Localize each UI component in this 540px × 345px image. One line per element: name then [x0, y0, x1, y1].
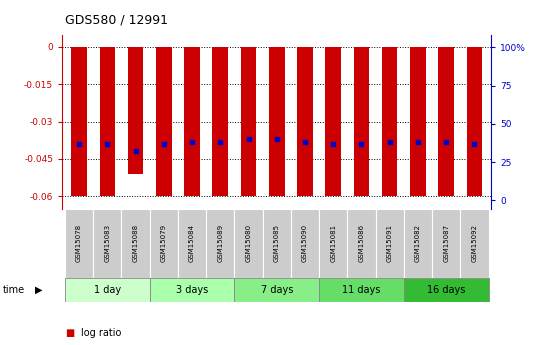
Text: ■: ■	[65, 328, 74, 338]
Text: 7 days: 7 days	[261, 285, 293, 295]
Text: GSM15078: GSM15078	[76, 224, 82, 262]
Text: 1 day: 1 day	[94, 285, 121, 295]
Bar	[382, 47, 397, 196]
Bar	[241, 47, 256, 196]
Bar	[156, 47, 172, 196]
Bar	[319, 209, 347, 278]
Text: GSM15092: GSM15092	[471, 224, 477, 262]
Bar	[432, 209, 460, 278]
Bar	[347, 209, 376, 278]
Text: GDS580 / 12991: GDS580 / 12991	[65, 14, 168, 27]
Bar	[93, 209, 122, 278]
Bar	[213, 47, 228, 196]
Text: GSM15082: GSM15082	[415, 224, 421, 262]
Bar	[404, 278, 489, 302]
Text: time: time	[3, 285, 25, 295]
Text: GSM15091: GSM15091	[387, 224, 393, 262]
Text: GSM15080: GSM15080	[246, 224, 252, 262]
Bar	[404, 209, 432, 278]
Bar	[65, 278, 150, 302]
Text: GSM15088: GSM15088	[132, 224, 139, 262]
Text: GSM15089: GSM15089	[217, 224, 223, 262]
Bar	[234, 278, 319, 302]
Bar	[460, 209, 489, 278]
Bar	[262, 209, 291, 278]
Text: GSM15085: GSM15085	[274, 224, 280, 262]
Text: GSM15090: GSM15090	[302, 224, 308, 262]
Bar	[467, 47, 482, 196]
Text: GSM15079: GSM15079	[161, 224, 167, 262]
Bar	[99, 47, 115, 196]
Bar	[71, 47, 87, 196]
Bar	[184, 47, 200, 196]
Bar	[65, 209, 93, 278]
Bar	[122, 209, 150, 278]
Bar	[128, 47, 143, 174]
Text: GSM15081: GSM15081	[330, 224, 336, 262]
Text: ▶: ▶	[35, 285, 43, 295]
Bar	[297, 47, 313, 196]
Bar	[326, 47, 341, 196]
Text: GSM15087: GSM15087	[443, 224, 449, 262]
Text: log ratio: log ratio	[81, 328, 122, 338]
Bar	[354, 47, 369, 196]
Text: 16 days: 16 days	[427, 285, 465, 295]
Bar	[269, 47, 285, 196]
Text: GSM15083: GSM15083	[104, 224, 110, 262]
Bar	[234, 209, 262, 278]
Text: 11 days: 11 days	[342, 285, 381, 295]
Text: 3 days: 3 days	[176, 285, 208, 295]
Text: GSM15086: GSM15086	[359, 224, 364, 262]
Bar	[150, 278, 234, 302]
Bar	[376, 209, 404, 278]
Bar	[206, 209, 234, 278]
Bar	[410, 47, 426, 196]
Bar	[319, 278, 404, 302]
Bar	[178, 209, 206, 278]
Bar	[291, 209, 319, 278]
Bar	[150, 209, 178, 278]
Bar	[438, 47, 454, 196]
Text: GSM15084: GSM15084	[189, 224, 195, 262]
